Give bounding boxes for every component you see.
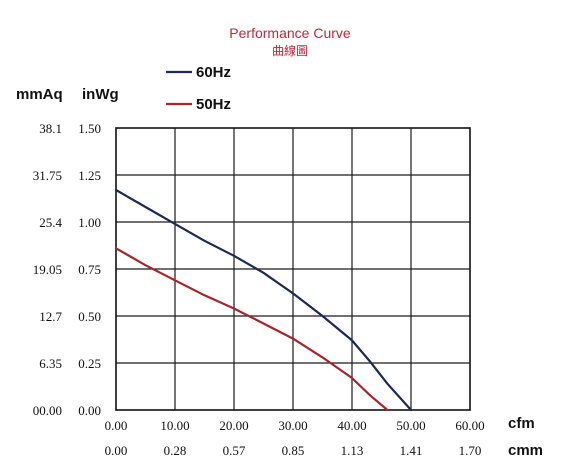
y-tick-label-inwg: 1.25 xyxy=(78,168,101,183)
y-unit-inwg: inWg xyxy=(82,86,119,103)
y-unit-mmaq: mmAq xyxy=(16,86,63,103)
legend-label-60hz: 60Hz xyxy=(196,64,231,81)
series-line-50hz xyxy=(114,247,389,412)
x-tick-label-cmm: 1.13 xyxy=(341,443,364,458)
x-tick-label-cmm: 0.28 xyxy=(164,443,187,458)
x-tick-label-cmm: 0.57 xyxy=(223,443,246,458)
legend: 60Hz 50Hz xyxy=(166,64,231,113)
x-tick-label-cfm: 30.00 xyxy=(278,418,307,433)
y-tick-label-inwg: 0.50 xyxy=(78,309,101,324)
x-tick-label-cfm: 20.00 xyxy=(219,418,248,433)
plot-frame xyxy=(115,127,471,411)
y-tick-label-mmaq: 31.75 xyxy=(33,168,62,183)
y-tick-label-mmaq: 12.7 xyxy=(39,309,62,324)
y-tick-label-inwg: 0.00 xyxy=(78,403,101,418)
y-tick-label-mmaq: 6.35 xyxy=(39,356,62,371)
series-line-60hz xyxy=(114,188,413,412)
x-tick-label-cfm: 60.00 xyxy=(455,418,484,433)
legend-label-50hz: 50Hz xyxy=(196,96,231,113)
y-tick-label-inwg: 0.25 xyxy=(78,356,101,371)
y-tick-label-inwg: 0.75 xyxy=(78,262,101,277)
x-tick-label-cmm: 0.85 xyxy=(282,443,305,458)
x-tick-label-cfm: 40.00 xyxy=(337,418,366,433)
x-tick-label-cfm: 0.00 xyxy=(105,418,128,433)
y-tick-label-mmaq: 00.00 xyxy=(33,403,62,418)
y-tick-label-mmaq: 38.1 xyxy=(39,121,62,136)
x-tick-label-cmm: 1.70 xyxy=(459,443,482,458)
x-tick-label-cfm: 10.00 xyxy=(160,418,189,433)
x-unit-cfm: cfm xyxy=(508,415,535,432)
y-tick-label-mmaq: 25.4 xyxy=(39,215,62,230)
grid xyxy=(116,128,470,410)
y-tick-label-inwg: 1.50 xyxy=(78,121,101,136)
y-tick-label-mmaq: 19.05 xyxy=(33,262,62,277)
y-tick-label-inwg: 1.00 xyxy=(78,215,101,230)
chart-subtitle: 曲線圖 xyxy=(272,43,308,58)
x-tick-label-cfm: 50.00 xyxy=(396,418,425,433)
chart-title: Performance Curve xyxy=(229,25,351,41)
x-unit-cmm: cmm xyxy=(508,442,543,458)
x-tick-label-cmm: 0.00 xyxy=(105,443,128,458)
tick-labels: 0.00 0.00 10.00 0.28 20.00 0.57 30.00 0.85 40.00… xyxy=(33,121,485,458)
curves xyxy=(114,188,413,412)
x-tick-label-cmm: 1.41 xyxy=(400,443,423,458)
